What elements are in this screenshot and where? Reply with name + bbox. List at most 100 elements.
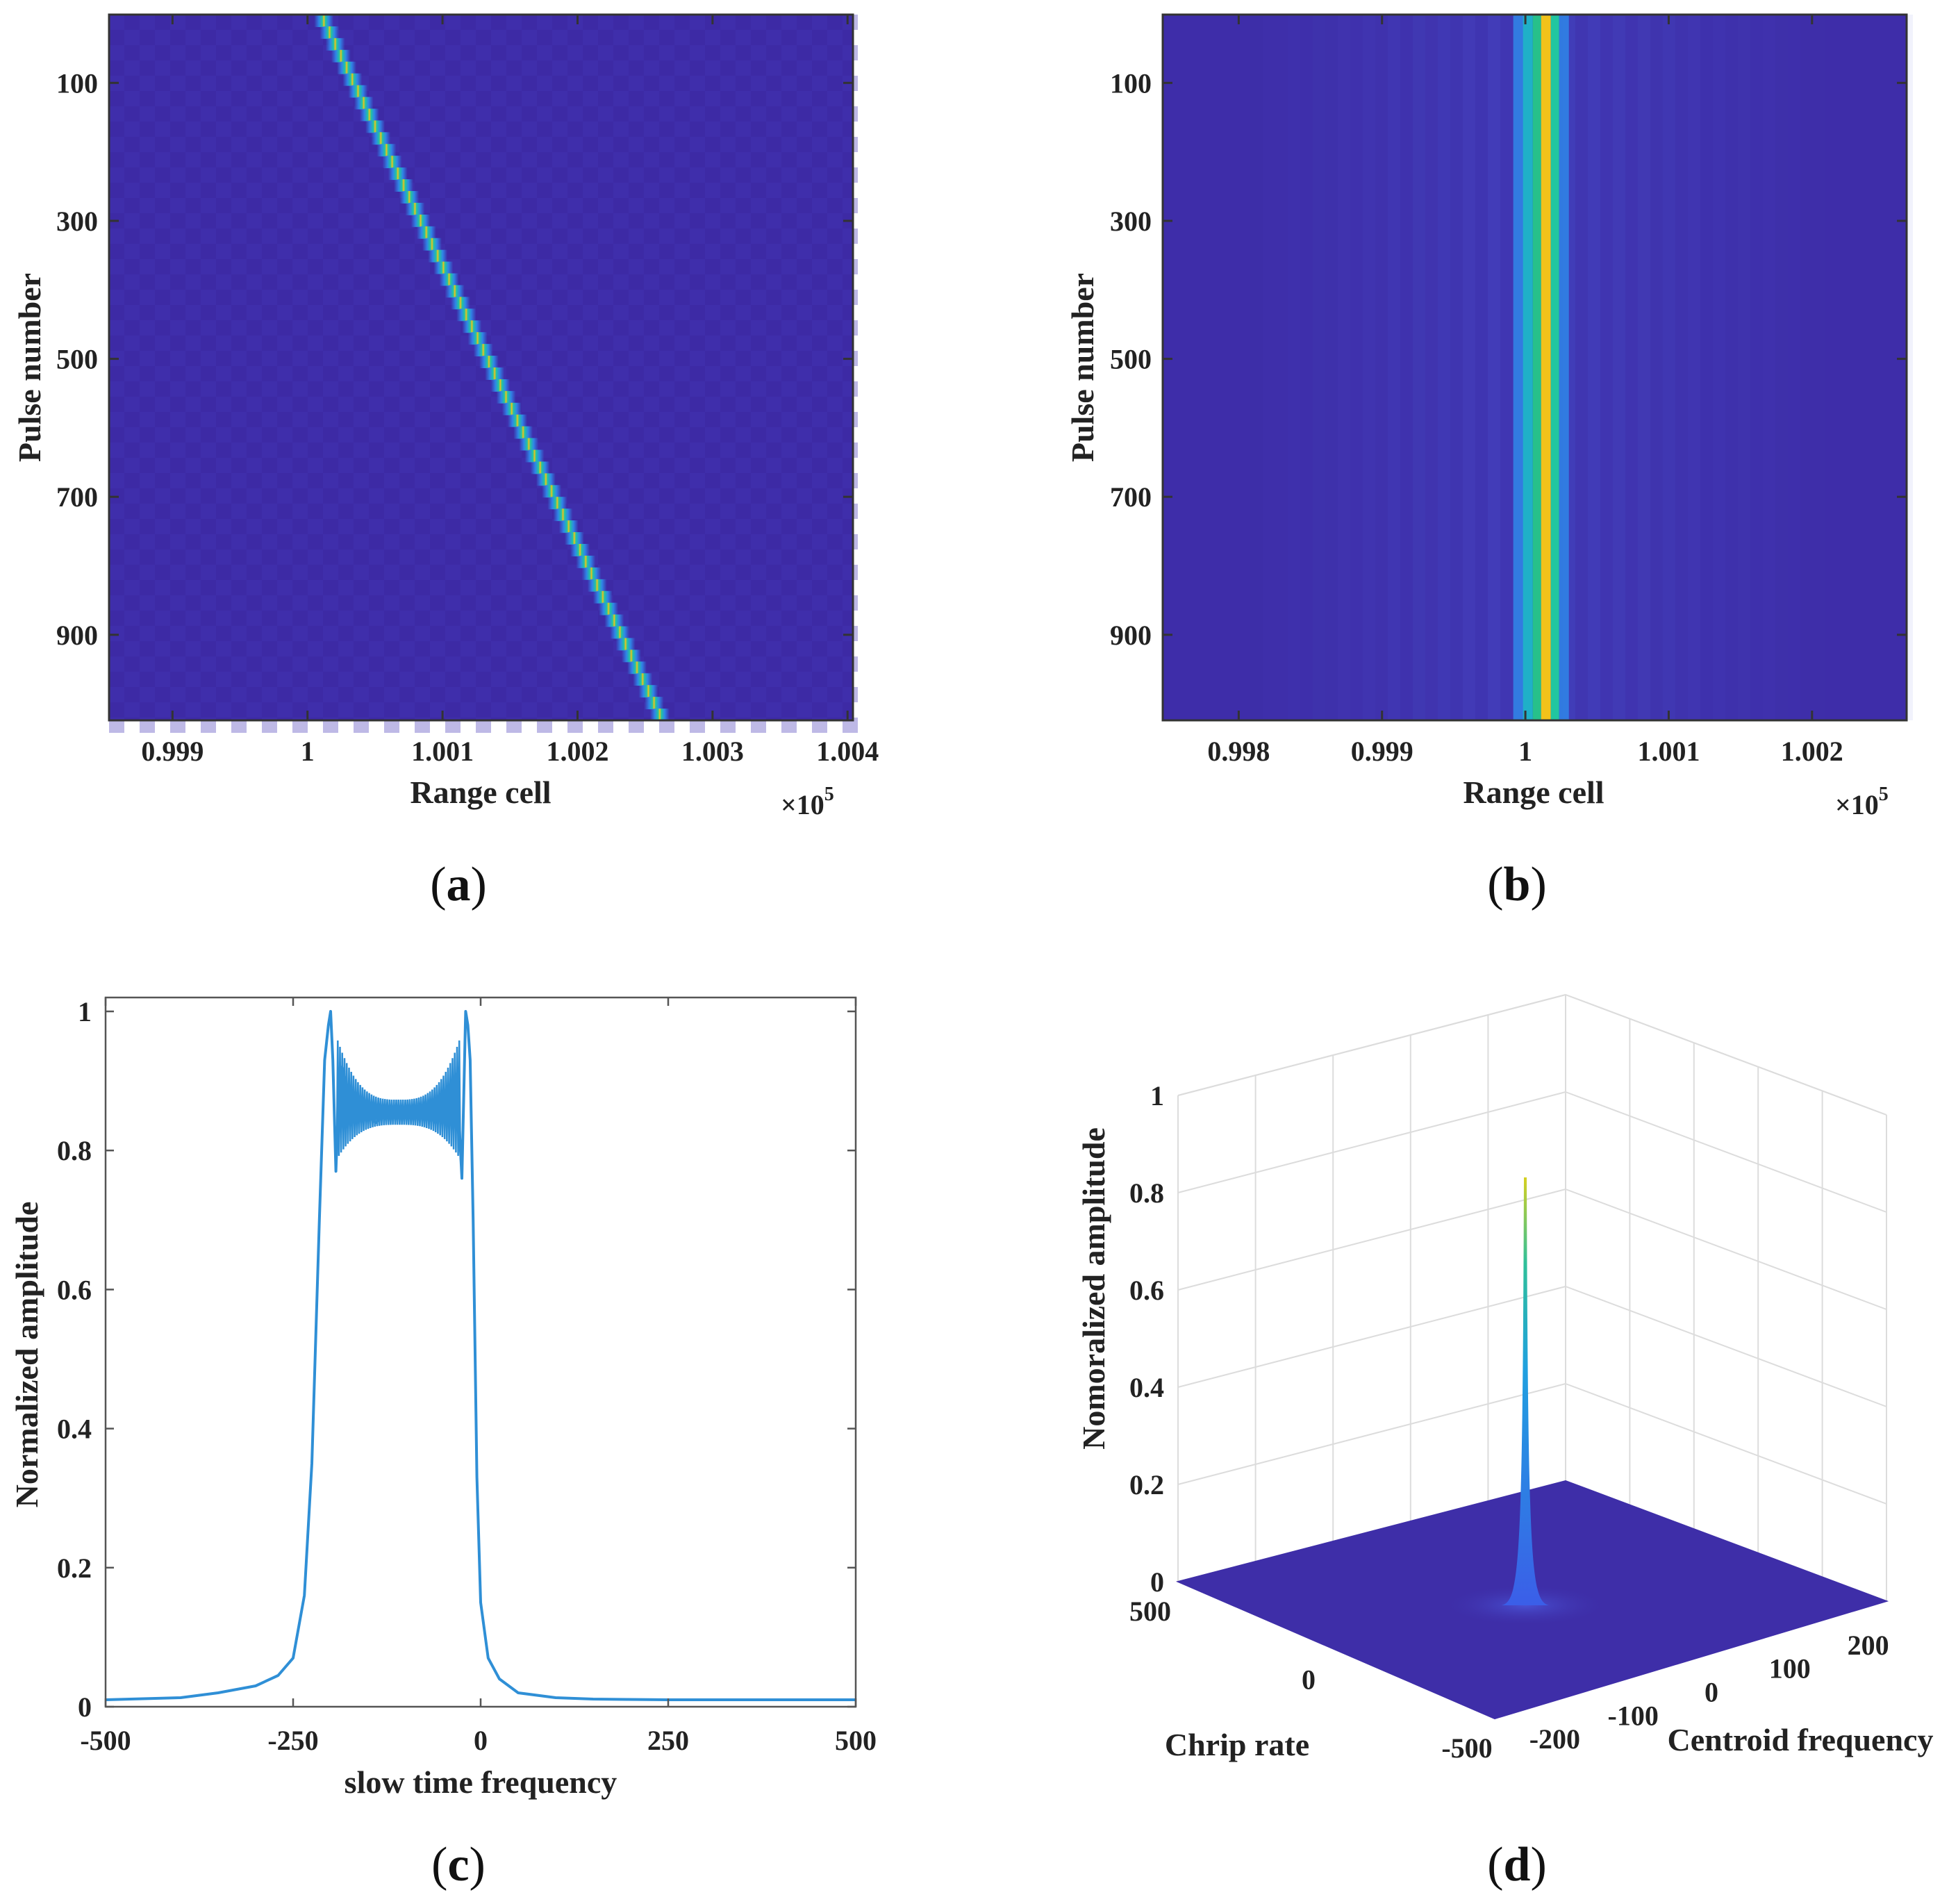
sidelobe-cell <box>659 626 674 641</box>
sidelobe-cell <box>491 213 506 229</box>
sidelobe-cell <box>170 351 185 366</box>
sidelobe-cell <box>537 76 552 91</box>
sidelobe-cell <box>644 611 659 626</box>
sidelobe-cell <box>216 702 231 718</box>
x-tick-label: 1 <box>1518 736 1532 767</box>
x-tick-label: 1.001 <box>1637 736 1700 767</box>
sidelobe-cell <box>843 290 858 305</box>
sidelobe-cell <box>476 290 491 305</box>
sidelobe-cell <box>766 366 781 381</box>
ridge-segment <box>314 15 334 27</box>
sidelobe-cell <box>323 473 338 488</box>
sidelobe-cell <box>201 259 216 274</box>
sidelobe-cell <box>644 549 659 565</box>
y-tick-label: 0 <box>78 1691 92 1723</box>
sidelobe-cell <box>140 442 155 458</box>
sidelobe-cell <box>369 30 384 45</box>
sidelobe-cell <box>629 626 644 641</box>
sidelobe-cell <box>766 30 781 45</box>
sidelobe-cell <box>262 229 277 244</box>
x-tick-label: 1 <box>301 736 315 767</box>
sidelobe-cell <box>140 473 155 488</box>
sidelobe-cell <box>323 320 338 336</box>
sidelobe-cell <box>140 381 155 397</box>
sidelobe-cell <box>415 534 430 549</box>
sidelobe-cell <box>690 381 705 397</box>
sidelobe-cell <box>491 122 506 137</box>
sidelobe-cell <box>140 167 155 183</box>
sidelobe-cell <box>583 30 598 45</box>
sidelobe-cell <box>415 442 430 458</box>
ridge-band <box>1541 15 1551 720</box>
sidelobe-cell <box>109 565 124 580</box>
sidelobe-cell <box>384 259 399 274</box>
sidelobe-cell <box>629 381 644 397</box>
sidelobe-cell <box>292 534 308 549</box>
x-tick-label: 0 <box>474 1725 488 1756</box>
sidelobe-cell <box>140 320 155 336</box>
ridge-segment <box>388 167 408 181</box>
sidelobe-cell <box>430 122 445 137</box>
ridge-segment <box>416 226 436 239</box>
panel-b-x-scale-factor: ×105 <box>1835 784 1889 820</box>
sidelobe-cell <box>201 687 216 702</box>
sidelobe-cell <box>537 259 552 274</box>
y-tick-label: 0.4 <box>57 1414 92 1445</box>
ridge-segment <box>410 214 431 227</box>
sidelobe-cell <box>751 412 766 427</box>
range-stripe <box>1863 15 1875 720</box>
ridge-segment <box>649 709 670 721</box>
sidelobe-cell <box>659 15 674 30</box>
sidelobe-cell <box>292 626 308 641</box>
ridge-segment <box>422 238 442 251</box>
sidelobe-cell <box>491 30 506 45</box>
sidelobe-cell <box>308 458 323 473</box>
panel-b-x-ticks: 0.998 0.999 1 1.001 1.002 <box>1207 15 1843 767</box>
sidelobe-cell <box>827 213 843 229</box>
sidelobe-cell <box>690 595 705 611</box>
sidelobe-cell <box>598 504 613 519</box>
sidelobe-cell <box>613 152 629 167</box>
sidelobe-cell <box>109 106 124 122</box>
x-tick-label: 0.998 <box>1207 736 1270 767</box>
sidelobe-cell <box>323 381 338 397</box>
sidelobe-cell <box>613 519 629 534</box>
sidelobe-cell <box>399 305 415 320</box>
sidelobe-cell <box>720 626 736 641</box>
sidelobe-cell <box>277 60 292 76</box>
sidelobe-cell <box>766 549 781 565</box>
ridge-segment <box>354 97 374 110</box>
sidelobe-cell <box>338 366 354 381</box>
sidelobe-cell <box>674 366 690 381</box>
grid-line-z <box>1177 1383 1566 1485</box>
sidelobe-cell <box>476 473 491 488</box>
z-tick-label: 0.8 <box>1129 1177 1164 1209</box>
sidelobe-cell <box>308 488 323 504</box>
sidelobe-cell <box>338 580 354 595</box>
sidelobe-cell <box>705 274 720 290</box>
ridge-segment <box>394 179 414 192</box>
sidelobe-cell <box>629 504 644 519</box>
range-stripe <box>1575 15 1588 720</box>
sidelobe-cell <box>506 290 522 305</box>
sidelobe-cell <box>201 76 216 91</box>
sidelobe-cell <box>690 687 705 702</box>
sidelobe-cell <box>476 15 491 30</box>
sidelobe-cell <box>170 320 185 336</box>
sidelobe-cell <box>216 30 231 45</box>
sidelobe-cell <box>827 641 843 656</box>
sidelobe-cell <box>461 611 476 626</box>
sidelobe-cell <box>216 366 231 381</box>
sidelobe-cell <box>476 198 491 213</box>
sidelobe-cell <box>476 106 491 122</box>
sidelobe-cell <box>659 504 674 519</box>
ridge-segment <box>496 390 516 404</box>
sidelobe-cell <box>522 30 537 45</box>
sidelobe-cell <box>170 626 185 641</box>
ridge-segment <box>467 332 488 345</box>
sidelobe-cell <box>262 198 277 213</box>
sidelobe-cell <box>384 626 399 641</box>
sidelobe-cell <box>537 381 552 397</box>
sidelobe-cell <box>308 60 323 76</box>
sidelobe-cell <box>567 412 583 427</box>
